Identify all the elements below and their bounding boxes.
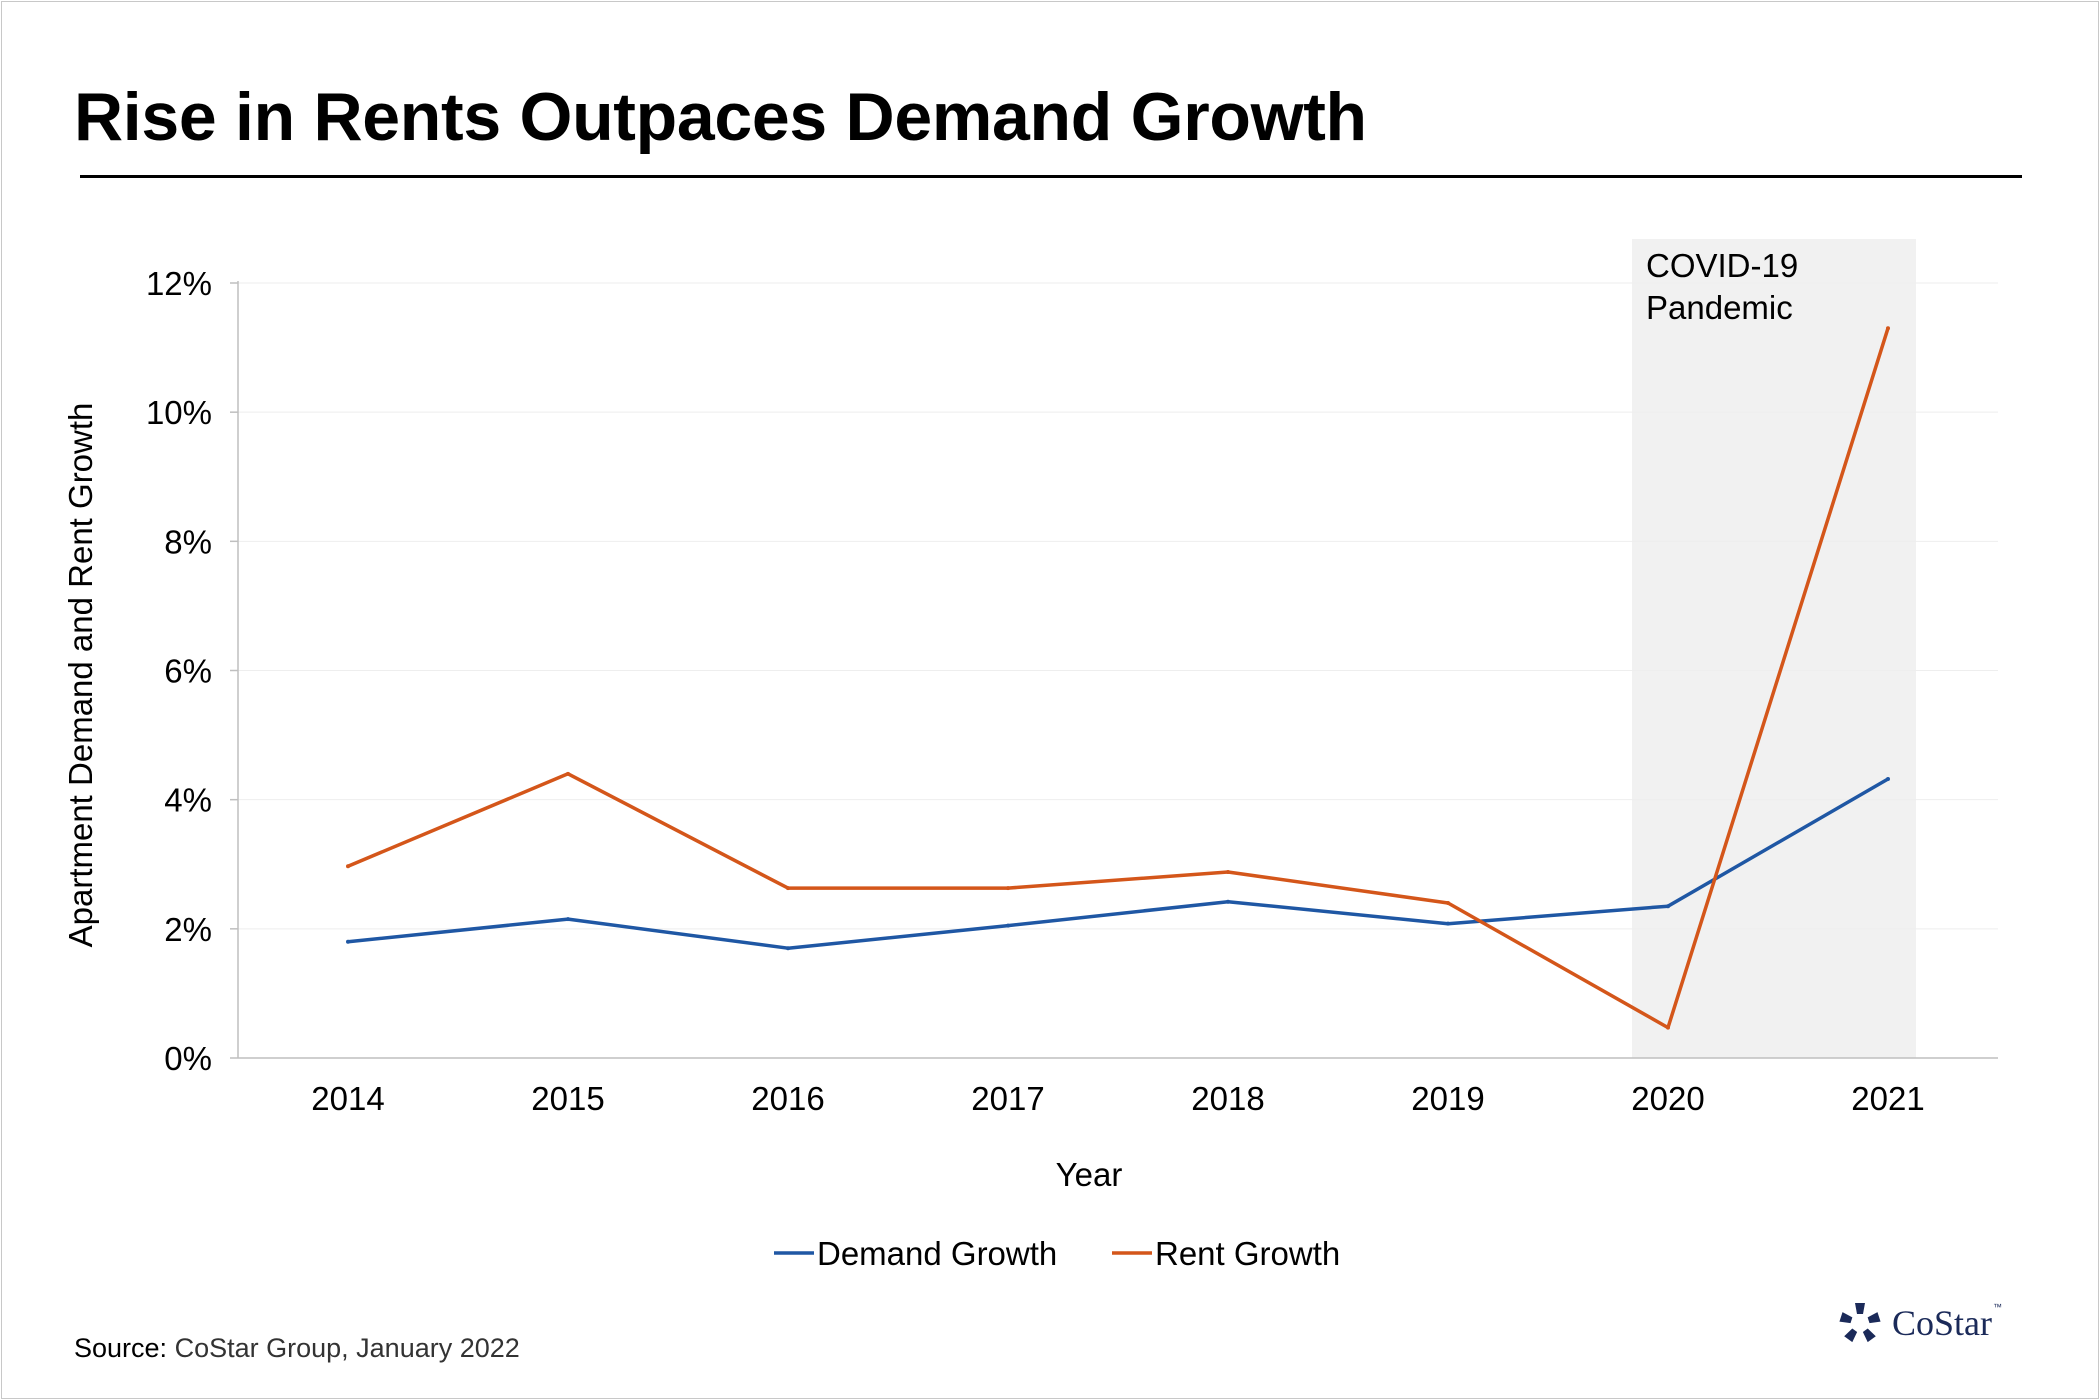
chart-title: Rise in Rents Outpaces Demand Growth: [74, 79, 1367, 155]
logo-wordmark: CoStar™: [1892, 1302, 2002, 1344]
data-point-rent-growth-2016: [786, 886, 790, 891]
x-tick-label-2018: 2018: [1191, 1080, 1264, 1117]
legend-label-demand-growth: Demand Growth: [817, 1235, 1057, 1272]
y-tick-label-8%: 8%: [164, 523, 212, 560]
source-label: Source:: [74, 1333, 168, 1363]
pandemic-annotation-line-2: Pandemic: [1646, 289, 1793, 326]
y-tick-label-4%: 4%: [164, 782, 212, 819]
data-point-rent-growth-2020: [1666, 1025, 1670, 1030]
data-point-demand-growth-2015: [566, 917, 570, 922]
data-point-demand-growth-2014: [346, 939, 350, 944]
x-tick-label-2017: 2017: [971, 1080, 1044, 1117]
y-tick-label-2%: 2%: [164, 911, 212, 948]
pandemic-shading: [1632, 239, 1916, 1058]
x-tick-label-2020: 2020: [1631, 1080, 1704, 1117]
y-axis-title: Apartment Demand and Rent Growth: [62, 403, 99, 948]
data-point-demand-growth-2019: [1446, 921, 1450, 926]
costar-logo: CoStar™: [1838, 1298, 2002, 1348]
legend-label-rent-growth: Rent Growth: [1155, 1235, 1340, 1272]
data-point-demand-growth-2021: [1886, 777, 1890, 781]
logo-name: CoStar: [1892, 1303, 1993, 1343]
logo-trademark: ™: [1993, 1302, 2003, 1312]
x-tick-label-2019: 2019: [1411, 1080, 1484, 1117]
data-point-rent-growth-2019: [1446, 901, 1450, 905]
data-point-demand-growth-2018: [1226, 899, 1230, 904]
y-tick-label-6%: 6%: [164, 653, 212, 690]
title-divider: [80, 175, 2022, 178]
source-note: Source: CoStar Group, January 2022: [74, 1333, 520, 1364]
series-line-rent-growth: [347, 327, 1890, 1030]
data-point-rent-growth-2021: [1886, 326, 1890, 331]
pandemic-annotation-line-1: COVID-19: [1646, 247, 1798, 284]
y-tick-label-12%: 12%: [146, 265, 212, 302]
data-point-rent-growth-2017: [1006, 886, 1010, 891]
x-axis-title: Year: [1056, 1156, 1123, 1193]
y-tick-label-10%: 10%: [146, 394, 212, 431]
data-point-rent-growth-2015: [566, 771, 570, 776]
source-text: CoStar Group, January 2022: [174, 1333, 520, 1363]
x-tick-label-2015: 2015: [531, 1080, 604, 1117]
costar-star-icon: [1839, 1303, 1881, 1343]
y-tick-label-0%: 0%: [164, 1040, 212, 1077]
data-point-demand-growth-2017: [1006, 923, 1010, 928]
data-point-demand-growth-2016: [786, 946, 790, 951]
x-tick-label-2014: 2014: [311, 1080, 384, 1117]
data-point-rent-growth-2014: [346, 864, 350, 869]
series-line-demand-growth: [347, 777, 1889, 950]
data-point-rent-growth-2018: [1226, 870, 1230, 874]
x-tick-label-2016: 2016: [751, 1080, 824, 1117]
data-point-demand-growth-2020: [1666, 904, 1670, 909]
x-tick-label-2021: 2021: [1851, 1080, 1924, 1117]
